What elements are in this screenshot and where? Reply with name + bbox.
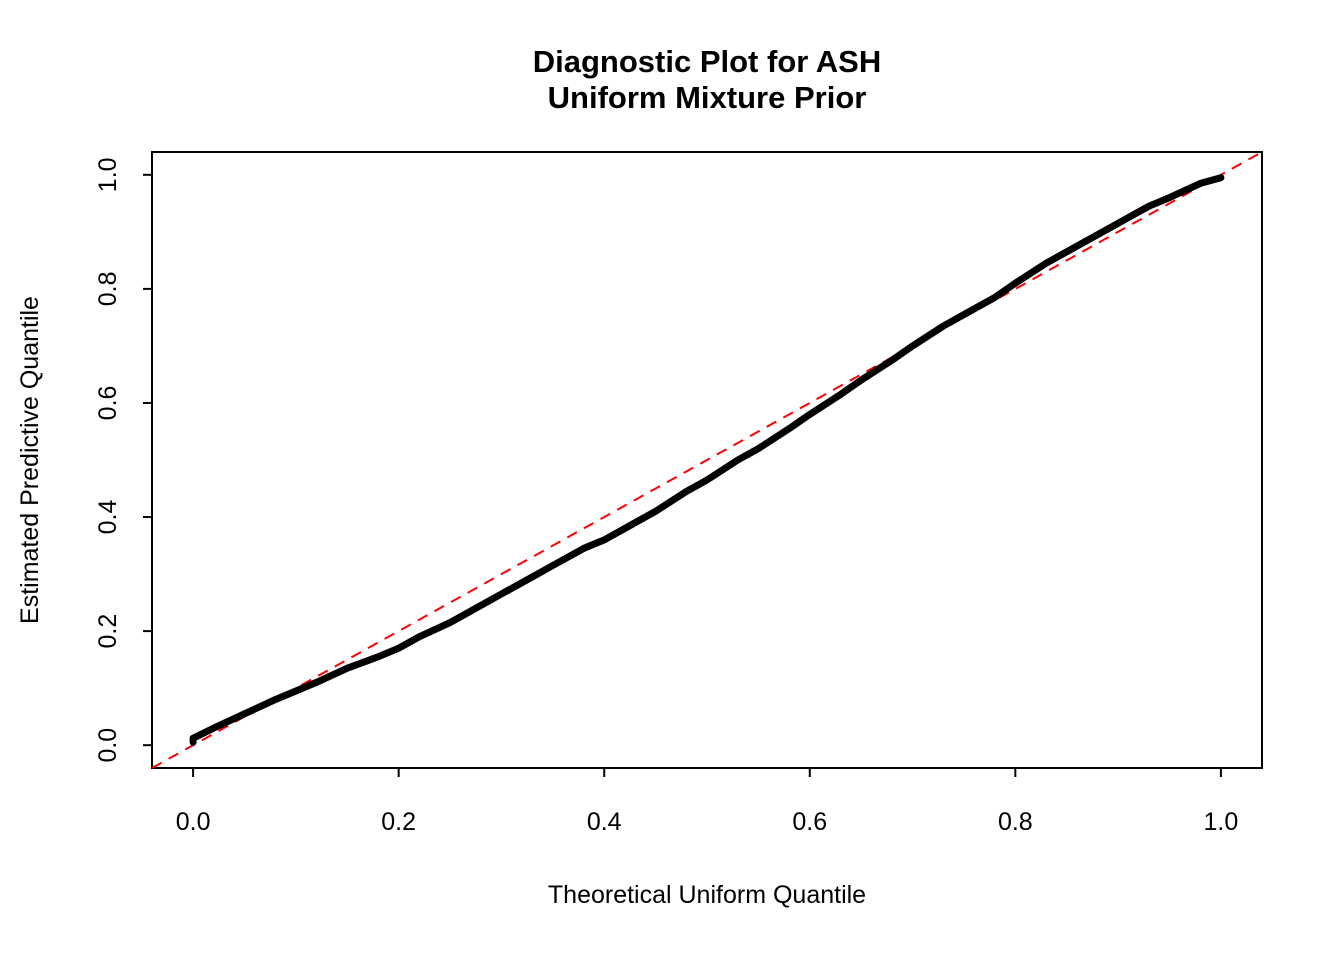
y-axis-ticks: 0.0 0.2 0.4 0.6 0.8 1.0 bbox=[94, 157, 152, 763]
data-curve bbox=[189, 174, 1225, 746]
x-tick-label: 0.0 bbox=[176, 808, 211, 836]
x-tick-label: 0.8 bbox=[998, 808, 1033, 836]
y-tick-label: 1.0 bbox=[94, 157, 122, 192]
x-tick-label: 1.0 bbox=[1204, 808, 1239, 836]
x-tick-label: 0.2 bbox=[381, 808, 416, 836]
x-axis-ticks: 0.0 0.2 0.4 0.6 0.8 1.0 bbox=[176, 768, 1239, 836]
plot-box bbox=[151, 151, 1263, 769]
x-tick-label: 0.6 bbox=[792, 808, 827, 836]
chart-title-line1: Diagnostic Plot for ASH bbox=[533, 44, 881, 79]
y-tick-label: 0.8 bbox=[94, 272, 122, 307]
y-tick-label: 0.4 bbox=[94, 500, 122, 535]
y-tick-label: 0.2 bbox=[94, 614, 122, 649]
y-tick-label: 0.6 bbox=[94, 386, 122, 421]
x-tick-label: 0.4 bbox=[587, 808, 622, 836]
chart-title-line2: Uniform Mixture Prior bbox=[548, 80, 867, 115]
y-tick-label: 0.0 bbox=[94, 728, 122, 763]
reference-identity-line bbox=[151, 151, 1263, 769]
x-axis-label: Theoretical Uniform Quantile bbox=[548, 881, 866, 909]
y-axis-label: Estimated Predictive Quantile bbox=[16, 296, 44, 624]
